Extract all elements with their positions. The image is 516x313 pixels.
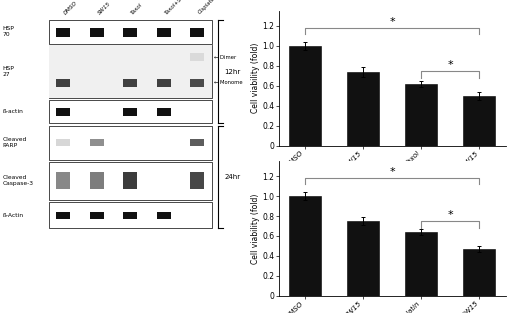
Bar (123, 28, 137, 37)
Bar (190, 54, 204, 61)
Y-axis label: Cell viability (fold): Cell viability (fold) (251, 43, 260, 113)
Bar (90, 28, 104, 37)
Bar (56, 139, 70, 146)
Bar (49, 202, 212, 228)
Bar (190, 139, 204, 146)
Text: HSP
70: HSP 70 (3, 26, 14, 37)
Text: Cleaved
Caspase-3: Cleaved Caspase-3 (3, 176, 34, 186)
Bar (157, 108, 171, 116)
Bar (157, 212, 171, 219)
Text: Taxol: Taxol (130, 2, 144, 15)
Bar (405, 84, 437, 146)
Text: *: * (390, 17, 395, 27)
Text: ß-Actin: ß-Actin (3, 213, 24, 218)
Text: Cisplatin: Cisplatin (197, 0, 218, 15)
Text: 12hr: 12hr (224, 69, 240, 74)
Bar (289, 196, 321, 296)
Bar (123, 79, 137, 87)
Bar (49, 45, 212, 98)
Bar (56, 79, 70, 87)
Text: *: * (447, 210, 453, 220)
Text: ß-actin: ß-actin (3, 109, 23, 114)
Bar (49, 45, 212, 98)
Bar (56, 108, 70, 116)
Text: Taxol+SW15: Taxol+SW15 (164, 0, 192, 15)
Text: ← Monome: ← Monome (214, 80, 243, 85)
Bar (90, 172, 104, 189)
Bar (190, 172, 204, 189)
Bar (123, 108, 137, 116)
Text: 24hr: 24hr (224, 174, 240, 180)
Bar (190, 28, 204, 37)
Text: DMSO: DMSO (63, 0, 78, 15)
Text: HSP
27: HSP 27 (3, 66, 14, 77)
Bar (123, 172, 137, 189)
Bar (347, 72, 379, 146)
Bar (49, 100, 212, 123)
Bar (190, 79, 204, 87)
Bar (49, 20, 212, 44)
Bar (49, 126, 212, 160)
Bar (157, 28, 171, 37)
Text: Cleaved
PARP: Cleaved PARP (3, 137, 27, 148)
Bar (405, 232, 437, 296)
Bar (463, 96, 495, 146)
Bar (347, 221, 379, 296)
Text: SW15: SW15 (97, 0, 111, 15)
Text: *: * (390, 167, 395, 177)
Bar (56, 172, 70, 189)
Text: ← Dimer: ← Dimer (214, 55, 236, 60)
Bar (90, 139, 104, 146)
Y-axis label: Cell viability (fold): Cell viability (fold) (251, 193, 260, 264)
Bar (56, 28, 70, 37)
Bar (90, 212, 104, 219)
Bar (56, 212, 70, 219)
Bar (123, 212, 137, 219)
Bar (49, 162, 212, 200)
Bar (157, 79, 171, 87)
Bar (289, 46, 321, 146)
Bar (463, 249, 495, 296)
Text: *: * (447, 60, 453, 70)
